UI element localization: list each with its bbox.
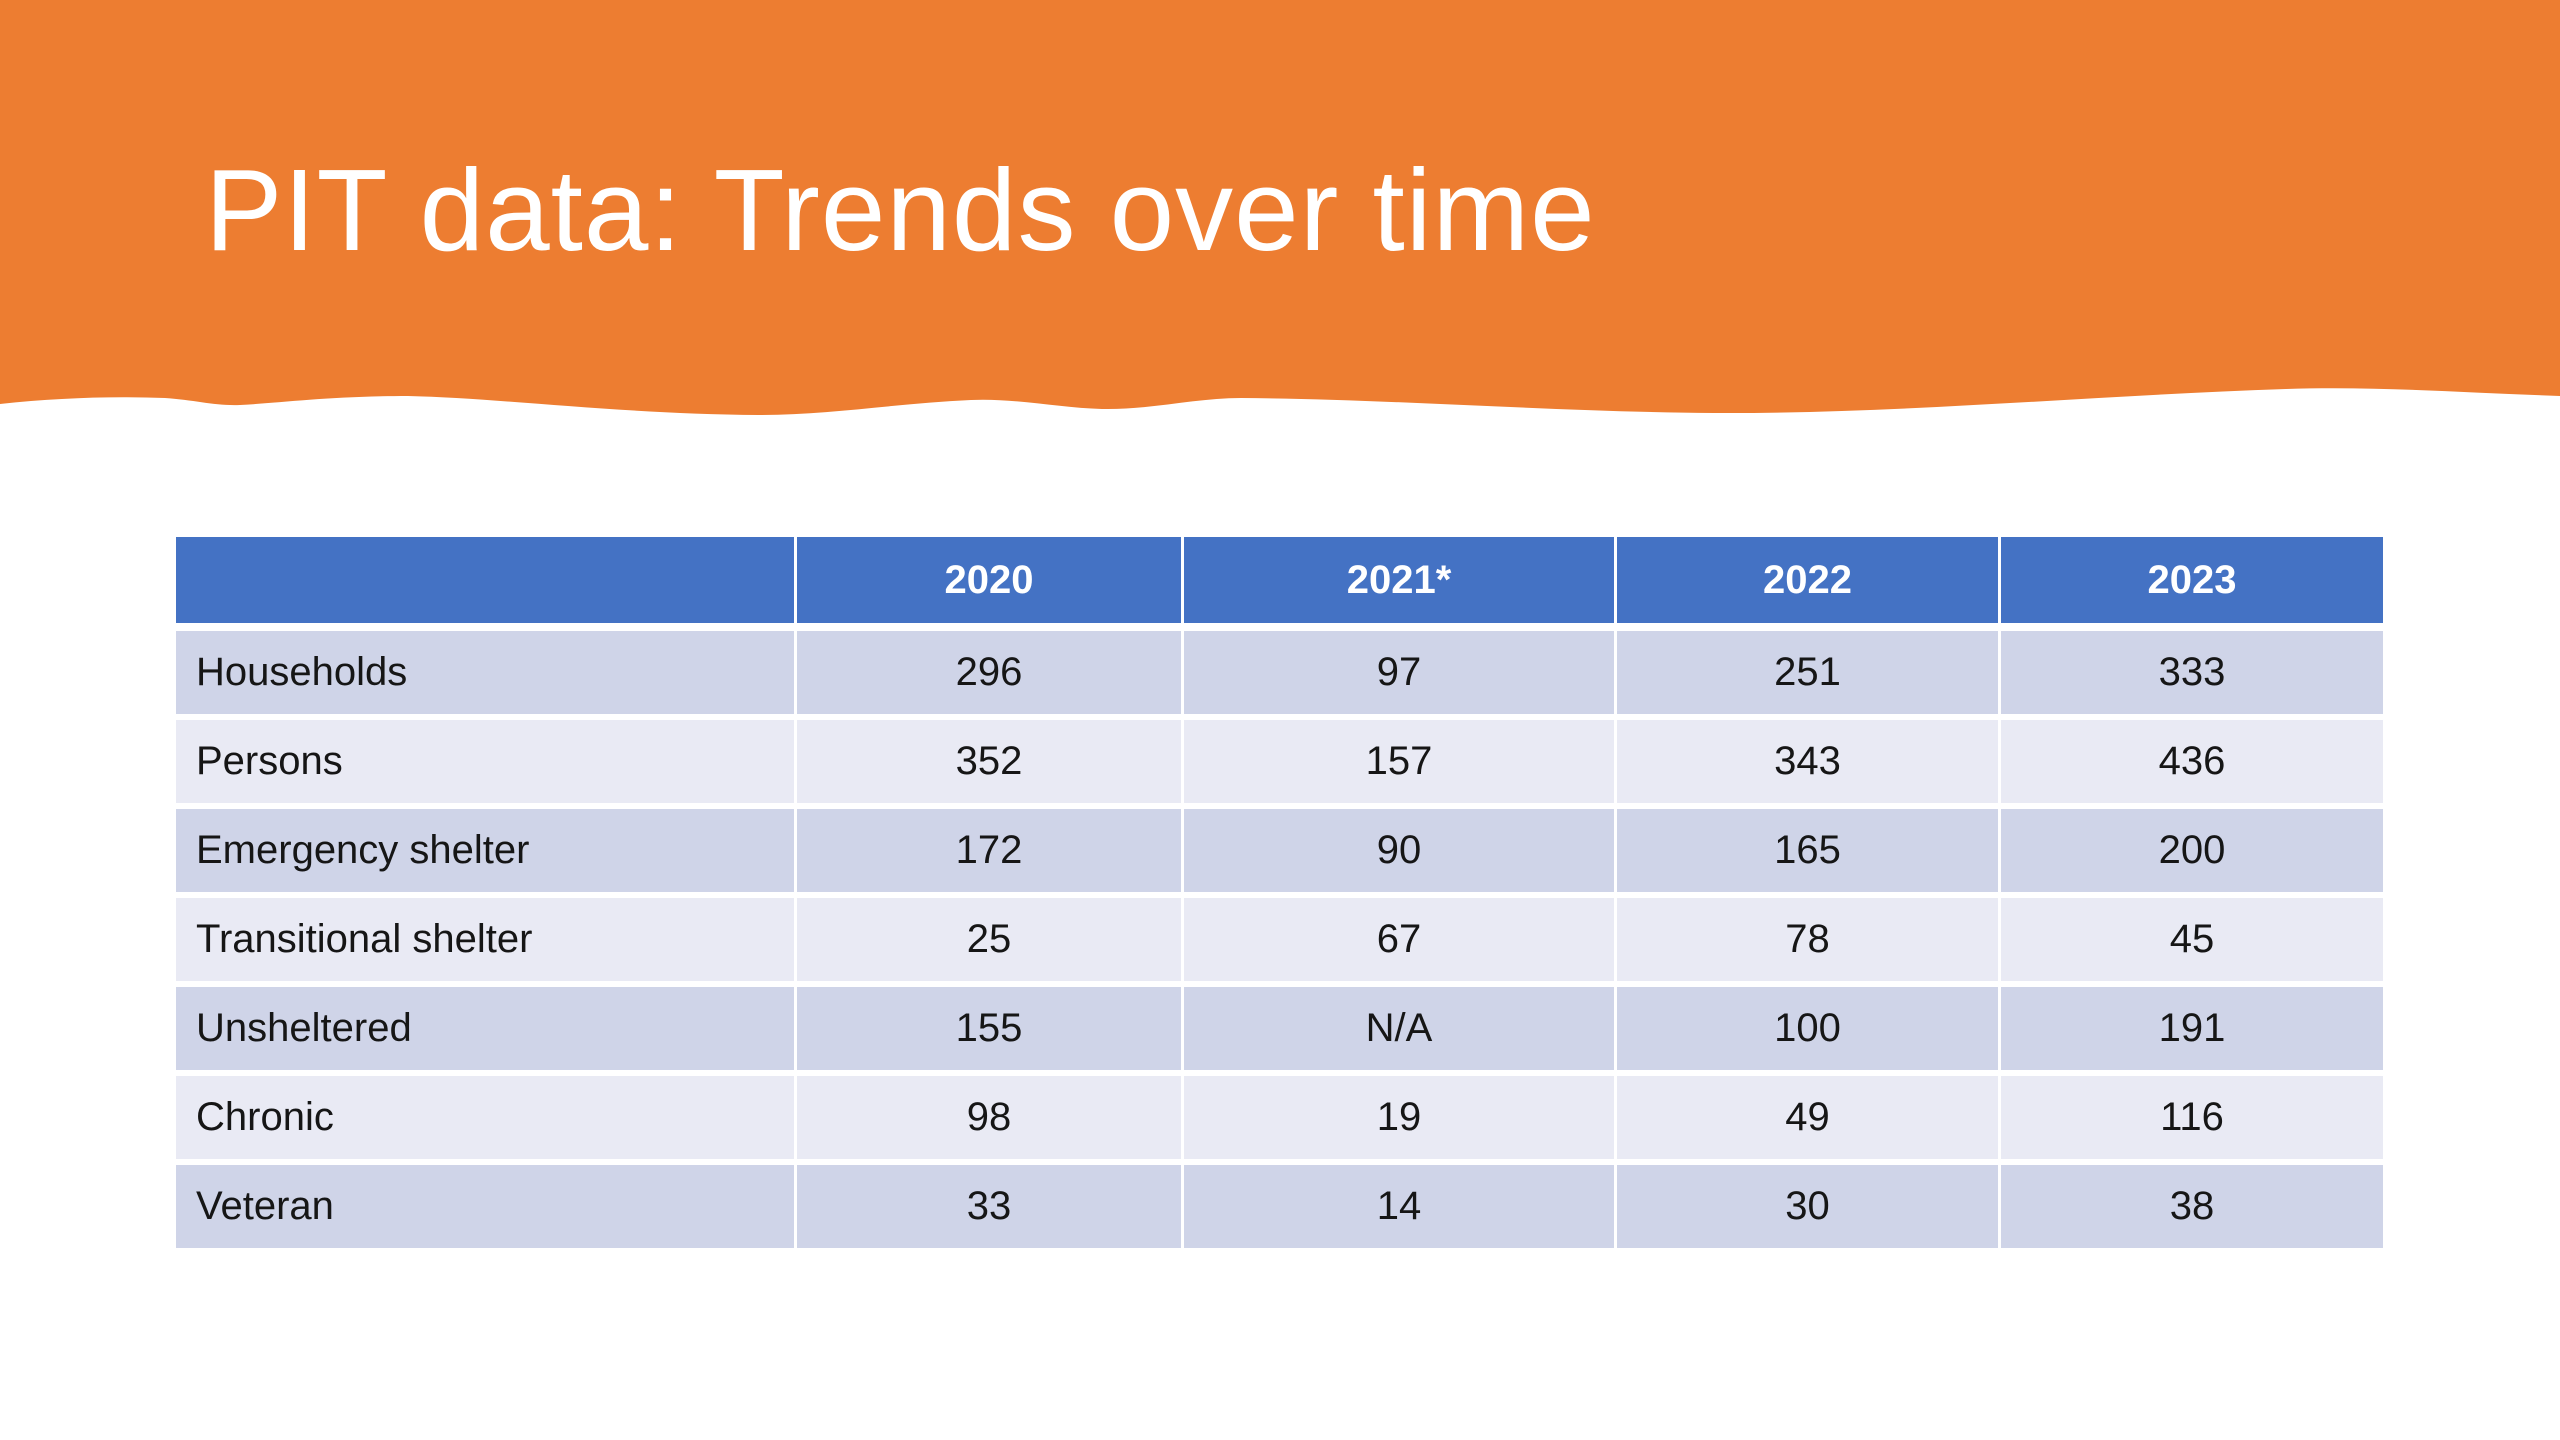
column-header-2021: 2021* <box>1184 537 1617 631</box>
table-cell: 251 <box>1617 631 2001 720</box>
row-label-veteran: Veteran <box>176 1165 797 1254</box>
table-cell: 38 <box>2001 1165 2383 1254</box>
table-cell: 19 <box>1184 1076 1617 1165</box>
table-corner-cell <box>176 537 797 631</box>
table-cell: 100 <box>1617 987 2001 1076</box>
row-label-unsheltered: Unsheltered <box>176 987 797 1076</box>
table-cell: 67 <box>1184 898 1617 987</box>
table-cell: 78 <box>1617 898 2001 987</box>
table-cell: 25 <box>797 898 1184 987</box>
table-cell: 49 <box>1617 1076 2001 1165</box>
table-cell: 155 <box>797 987 1184 1076</box>
page-title: PIT data: Trends over time <box>205 145 1596 275</box>
pit-data-table: 2020 2021* 2022 2023 Households 296 97 2… <box>176 537 2383 1254</box>
table-cell: 352 <box>797 720 1184 809</box>
table-cell: 97 <box>1184 631 1617 720</box>
table-cell: 191 <box>2001 987 2383 1076</box>
table-cell: 157 <box>1184 720 1617 809</box>
table-cell: 333 <box>2001 631 2383 720</box>
column-header-2022: 2022 <box>1617 537 2001 631</box>
table-cell: 116 <box>2001 1076 2383 1165</box>
row-label-households: Households <box>176 631 797 720</box>
table-cell: 165 <box>1617 809 2001 898</box>
row-label-chronic: Chronic <box>176 1076 797 1165</box>
column-header-2023: 2023 <box>2001 537 2383 631</box>
table-cell: 30 <box>1617 1165 2001 1254</box>
row-label-transitional-shelter: Transitional shelter <box>176 898 797 987</box>
table-cell: 172 <box>797 809 1184 898</box>
row-label-persons: Persons <box>176 720 797 809</box>
table-cell: 45 <box>2001 898 2383 987</box>
table-cell: 296 <box>797 631 1184 720</box>
row-label-emergency-shelter: Emergency shelter <box>176 809 797 898</box>
table-cell: N/A <box>1184 987 1617 1076</box>
table-cell: 90 <box>1184 809 1617 898</box>
table-cell: 200 <box>2001 809 2383 898</box>
table-cell: 436 <box>2001 720 2383 809</box>
table-cell: 33 <box>797 1165 1184 1254</box>
column-header-2020: 2020 <box>797 537 1184 631</box>
table-cell: 98 <box>797 1076 1184 1165</box>
table-cell: 14 <box>1184 1165 1617 1254</box>
table-cell: 343 <box>1617 720 2001 809</box>
